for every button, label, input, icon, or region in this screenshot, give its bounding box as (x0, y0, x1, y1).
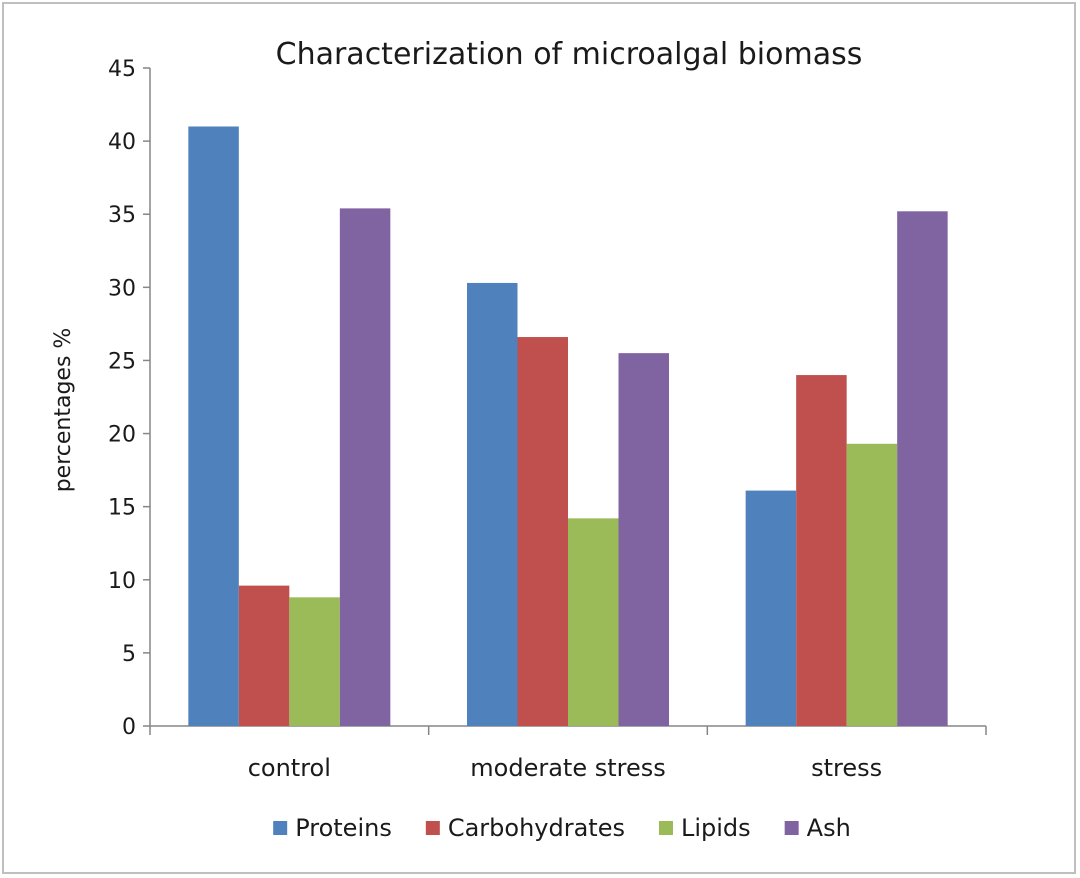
legend-item-ash: Ash (784, 814, 851, 842)
y-tick-label: 40 (108, 130, 136, 155)
chart-title: Characterization of microalgal biomass (276, 37, 863, 72)
y-tick-label: 10 (108, 569, 136, 594)
legend-item-proteins: Proteins (273, 814, 392, 842)
legend-item-carbohydrates: Carbohydrates (425, 814, 625, 842)
legend-label: Lipids (681, 814, 751, 842)
legend-swatch (658, 821, 673, 835)
bar-ash-moderate-stress (618, 353, 669, 726)
y-tick-label: 35 (108, 203, 136, 228)
x-tick-label: control (248, 754, 331, 782)
y-tick-label: 0 (122, 715, 136, 740)
y-axis: 0 5 10 15 20 25 30 35 40 45 (108, 57, 151, 740)
legend-swatch (784, 821, 799, 835)
bar-proteins-control (188, 126, 239, 726)
bar-proteins-stress (745, 490, 797, 726)
x-axis: control moderate stress stress (149, 725, 987, 782)
x-tick-label: moderate stress (470, 754, 665, 782)
y-tick-label: 20 (108, 423, 136, 448)
y-axis-label: percentages % (51, 328, 76, 493)
bar-carbohydrates-control (238, 585, 290, 726)
legend-item-lipids: Lipids (658, 814, 751, 842)
legend-label: Proteins (295, 814, 392, 842)
y-tick-label: 45 (108, 57, 136, 82)
legend-label: Ash (807, 814, 851, 842)
bar-proteins-moderate-stress (467, 282, 518, 726)
bar-lipids-stress (846, 443, 898, 726)
y-tick-label: 5 (122, 642, 136, 667)
bar-carbohydrates-moderate-stress (517, 337, 568, 726)
bar-lipids-control (289, 597, 340, 726)
legend: Proteins Carbohydrates Lipids Ash (273, 814, 851, 842)
legend-swatch (425, 821, 440, 835)
bar-chart: Characterization of microalgal biomass p… (51, 37, 987, 842)
y-tick-label: 25 (108, 349, 136, 374)
bars (188, 126, 948, 726)
bar-carbohydrates-stress (796, 375, 847, 726)
bar-ash-stress (897, 211, 948, 726)
bar-lipids-moderate-stress (568, 518, 619, 726)
bar-ash-control (339, 208, 391, 726)
y-tick-label: 15 (108, 496, 136, 521)
legend-swatch (273, 821, 288, 835)
y-tick-label: 30 (108, 276, 136, 301)
legend-label: Carbohydrates (448, 814, 625, 842)
x-tick-label: stress (811, 754, 882, 782)
